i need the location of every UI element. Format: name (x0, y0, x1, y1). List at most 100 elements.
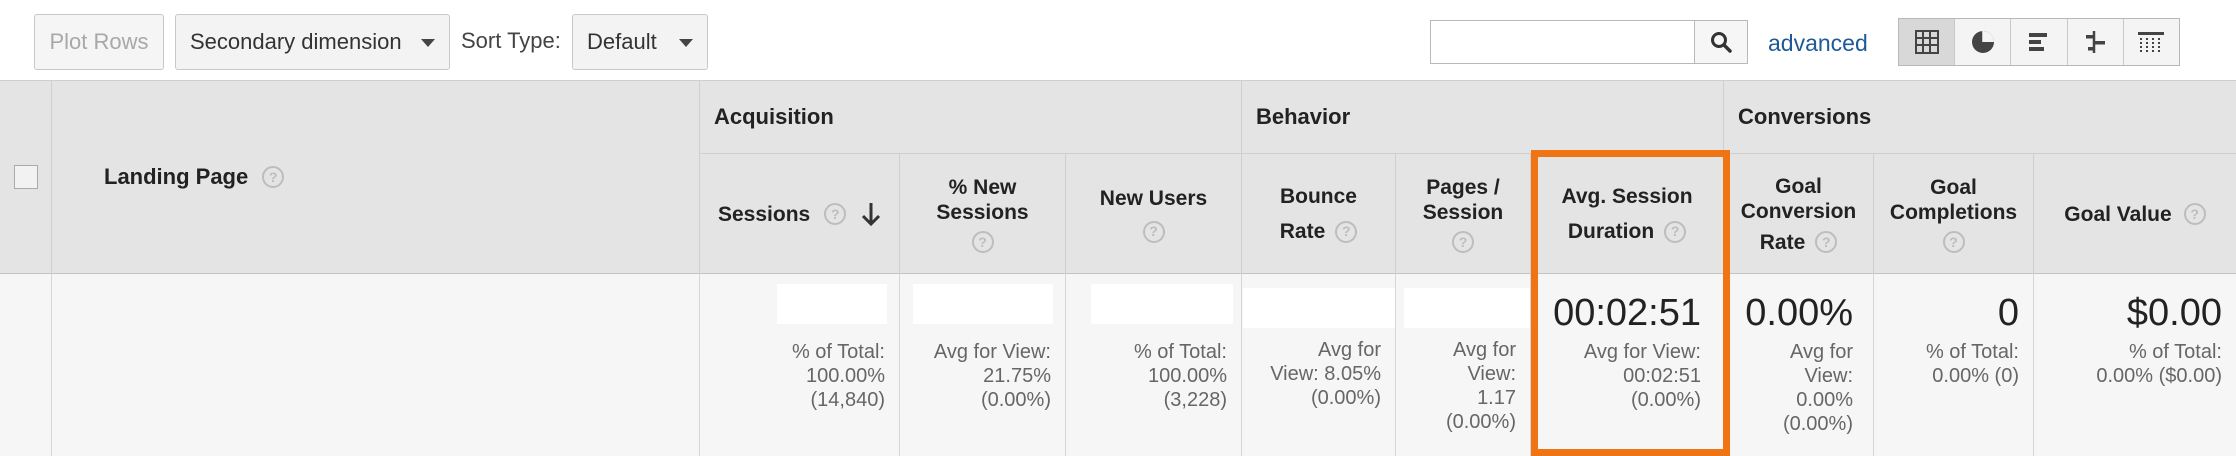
acquisition-label: Acquisition (714, 103, 834, 129)
redacted-value (913, 284, 1053, 324)
totals-pct-new-sessions-cell: Avg for View: 21.75% (0.00%) (900, 274, 1066, 456)
table-grid-icon (1914, 30, 1939, 54)
secondary-dimension-dropdown[interactable]: Secondary dimension (175, 14, 450, 70)
goal-value-column-header[interactable]: Goal Value ? (2034, 154, 2236, 274)
advanced-search-link[interactable]: advanced (1768, 30, 1868, 56)
avg-session-duration-total-note: Avg for View: 00:02:51 (0.00%) (1584, 340, 1701, 412)
help-icon[interactable]: ? (1664, 220, 1687, 243)
bounce-rate-total-note: Avg for View: 8.05% (0.00%) (1270, 338, 1381, 410)
note-line: 00:02:51 (1623, 365, 1701, 387)
note-line: % of Total: (1133, 341, 1227, 363)
search-icon (1711, 32, 1732, 53)
goal-value-label: Goal Value (2064, 202, 2172, 226)
note-line: (0.00%) (1310, 387, 1381, 409)
pages-per-session-label-line2: Session (1422, 201, 1504, 224)
note-line: View: (1467, 363, 1516, 385)
pie-view-button[interactable] (1955, 19, 2012, 65)
bounce-rate-label-line1: Bounce (1279, 185, 1357, 208)
note-line: Avg for (1318, 339, 1381, 361)
help-icon[interactable]: ? (824, 203, 847, 225)
help-icon[interactable]: ? (262, 166, 285, 188)
note-line: (14,840) (810, 389, 886, 411)
avg-session-duration-total: 00:02:51 (1553, 292, 1701, 334)
help-icon[interactable]: ? (2183, 203, 2206, 225)
help-icon[interactable]: ? (971, 231, 994, 253)
plot-rows-label: Plot Rows (49, 29, 149, 54)
note-line: 21.75% (983, 365, 1051, 387)
plot-rows-button[interactable]: Plot Rows (34, 14, 164, 70)
help-icon[interactable]: ? (1942, 231, 1965, 253)
new-users-column-header[interactable]: New Users ? (1066, 154, 1242, 274)
acquisition-group-header: Acquisition (700, 80, 1242, 154)
totals-new-users-cell: % of Total: 100.00% (3,228) (1066, 274, 1242, 456)
sessions-label: Sessions (718, 202, 811, 226)
sessions-column-header[interactable]: Sessions ? (700, 154, 900, 274)
goal-value-total: $0.00 (2126, 292, 2222, 334)
note-line: 100.00% (1148, 365, 1227, 387)
view-switcher (1898, 18, 2180, 66)
note-line: Avg for (1790, 341, 1853, 363)
bar-view-button[interactable] (2011, 19, 2068, 65)
table-header (0, 80, 2236, 274)
sort-type-value: Default (587, 29, 657, 54)
avg-session-duration-label-line2: Duration (1567, 220, 1655, 243)
pivot-table-icon (2138, 32, 2165, 53)
pivot-view-button[interactable] (2124, 19, 2179, 65)
new-users-label: New Users (1099, 186, 1208, 210)
totals-checkbox-cell (0, 274, 52, 456)
goal-conversion-rate-label-line3: Rate (1759, 230, 1806, 254)
help-icon[interactable]: ? (1335, 220, 1358, 243)
bounce-rate-column-header[interactable]: Bounce Rate ? (1242, 154, 1396, 274)
note-line: 0.00% (1796, 389, 1853, 411)
note-line: 100.00% (806, 365, 885, 387)
landing-page-column-header[interactable]: Landing Page ? (52, 80, 700, 274)
conversions-label: Conversions (1738, 103, 1872, 129)
redacted-value (1404, 288, 1530, 328)
behavior-label: Behavior (1256, 103, 1351, 129)
goal-conversion-rate-total: 0.00% (1745, 292, 1853, 334)
goal-completions-column-header[interactable]: Goal Completions ? (1874, 154, 2034, 274)
note-line: 0.00% (0) (1932, 365, 2019, 387)
help-icon[interactable]: ? (1142, 220, 1165, 243)
pct-new-sessions-label-line2: Sessions (936, 201, 1029, 224)
pages-per-session-total-note: Avg for View: 1.17 (0.00%) (1446, 338, 1516, 434)
goal-completions-total-note: % of Total: 0.00% (0) (1926, 340, 2019, 388)
landing-page-label: Landing Page (104, 164, 249, 189)
report-toolbar: Plot Rows Secondary dimension Sort Type:… (0, 0, 2236, 80)
totals-avg-session-duration-cell: 00:02:51 Avg for View: 00:02:51 (0.00%) (1531, 274, 1724, 456)
goal-conversion-rate-line3-wrap: Rate ? (1760, 230, 1838, 255)
goal-value-total-note: % of Total: 0.00% ($0.00) (2096, 340, 2222, 388)
chevron-down-icon (679, 39, 693, 47)
select-all-checkbox[interactable] (13, 165, 38, 189)
search-button[interactable] (1694, 20, 1748, 64)
note-line: Avg for View: (1583, 341, 1701, 363)
bar-chart-icon (2029, 33, 2047, 51)
table-view-button[interactable] (1899, 19, 1956, 65)
comparison-view-button[interactable] (2068, 19, 2124, 65)
totals-bounce-rate-cell: Avg for View: 8.05% (0.00%) (1242, 274, 1396, 456)
bounce-rate-line2-wrap: Rate ? (1280, 219, 1358, 244)
goal-completions-label-line1: Goal (1930, 176, 1977, 199)
sort-type-label: Sort Type: (461, 28, 561, 53)
goal-conversion-rate-column-header[interactable]: Goal Conversion Rate ? (1724, 154, 1874, 274)
help-icon[interactable]: ? (1452, 231, 1474, 253)
pages-per-session-label-line1: Pages / (1426, 176, 1500, 199)
pages-per-session-column-header[interactable]: Pages / Session ? (1396, 154, 1531, 274)
goal-completions-label-line2: Completions (1889, 201, 2018, 224)
sort-type-dropdown[interactable]: Default (572, 14, 708, 70)
comparison-icon (2086, 31, 2106, 53)
avg-session-duration-label-line1: Avg. Session (1561, 185, 1693, 208)
note-line: View: 8.05% (1270, 363, 1381, 385)
behavior-group-header: Behavior (1242, 80, 1724, 154)
select-all-cell (0, 80, 52, 274)
note-line: (0.00%) (1782, 413, 1853, 435)
avg-session-duration-column-header[interactable]: Avg. Session Duration ? (1531, 154, 1724, 274)
note-line: (0.00%) (1445, 411, 1516, 433)
search-input[interactable] (1430, 20, 1695, 64)
goal-conversion-rate-total-note: Avg for View: 0.00% (0.00%) (1783, 340, 1853, 436)
sessions-total-note: % of Total: 100.00% (14,840) (792, 340, 885, 412)
pct-new-sessions-column-header[interactable]: % New Sessions ? (900, 154, 1066, 274)
help-icon[interactable]: ? (1815, 231, 1838, 253)
note-line: % of Total: (791, 341, 885, 363)
chevron-down-icon (421, 39, 435, 47)
